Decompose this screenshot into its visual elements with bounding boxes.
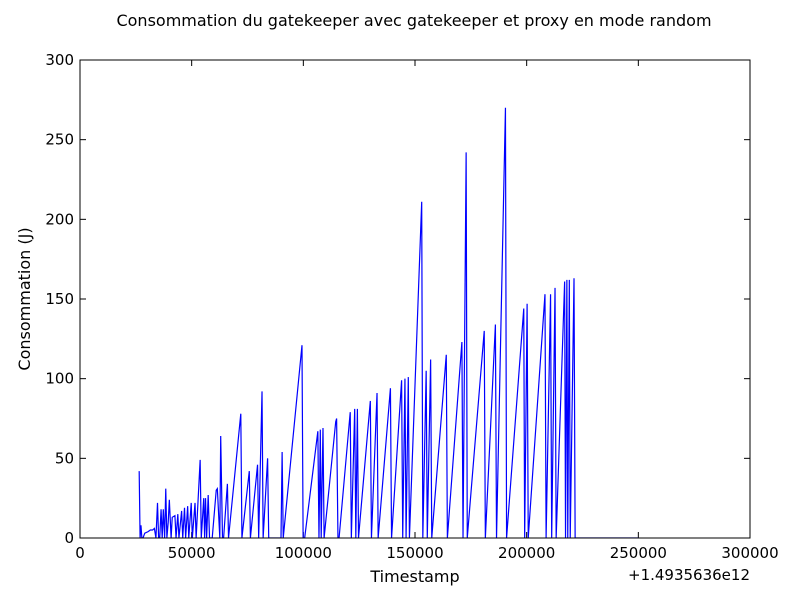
y-tick-label: 0 (64, 529, 74, 547)
chart-title: Consommation du gatekeeper avec gatekeep… (116, 11, 711, 30)
y-tick-label: 300 (45, 51, 74, 69)
x-offset-label: +1.4935636e12 (628, 566, 750, 584)
x-tick-label: 50000 (168, 544, 216, 562)
x-tick-label: 300000 (721, 544, 778, 562)
plot-frame (79, 59, 751, 539)
x-tick-label: 200000 (498, 544, 555, 562)
y-tick-label: 50 (55, 449, 74, 467)
plot-area (80, 60, 750, 538)
x-axis-label: Timestamp (369, 567, 459, 586)
y-tick-label: 200 (45, 210, 74, 228)
x-tick-label: 0 (75, 544, 85, 562)
y-tick-label: 250 (45, 131, 74, 149)
series-line (138, 107, 639, 538)
y-tick-label: 150 (45, 290, 74, 308)
y-tick-label: 100 (45, 370, 74, 388)
axis-tick-labels: 0 50000 100000 150000 200000 250000 300000 0 50 1… (45, 51, 778, 562)
y-axis-label: Consommation (J) (15, 227, 34, 370)
x-tick-label: 150000 (386, 544, 443, 562)
x-tick-label: 250000 (610, 544, 667, 562)
x-tick-label: 100000 (275, 544, 332, 562)
